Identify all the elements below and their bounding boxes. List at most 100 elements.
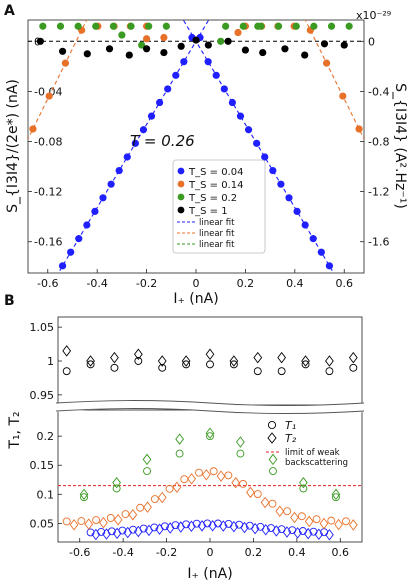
plot-b-lower-y-tick-label: 0.15 xyxy=(30,459,55,472)
point-ts004 xyxy=(83,221,91,229)
point-ts014 xyxy=(322,59,331,67)
plot-a-points xyxy=(29,22,363,270)
point-ts004 xyxy=(58,262,67,270)
t2-point-ts1 xyxy=(229,355,239,367)
point-ts004 xyxy=(293,207,301,216)
t1-point-ts014 xyxy=(62,517,71,526)
t2-point-ts1 xyxy=(325,355,334,367)
t2-point-ts004 xyxy=(240,521,249,534)
point-near-zero xyxy=(254,22,262,30)
legend-limit-label-2: backscattering xyxy=(285,458,348,468)
t1-point-ts1 xyxy=(86,360,95,369)
point-ts004 xyxy=(212,71,220,79)
t2-point-ts014 xyxy=(187,473,196,485)
point-ts004 xyxy=(269,166,277,175)
annotation-t: T = 0.26 xyxy=(130,132,195,150)
t2-point-ts02 xyxy=(205,427,215,440)
t1-point-ts004 xyxy=(160,522,169,531)
point-ts1 xyxy=(36,37,44,45)
plot-b-x-tick-label: 0.6 xyxy=(332,546,350,559)
t2-point-ts02 xyxy=(331,488,341,501)
t2-point-ts02 xyxy=(268,453,278,466)
t2-point-ts1 xyxy=(62,345,72,357)
t2-point-ts004 xyxy=(293,527,302,539)
legend-fit-label-green: linear fit xyxy=(199,240,235,250)
plot-a-x-tick-label: 0.4 xyxy=(286,277,304,290)
t1-point-ts1 xyxy=(253,367,262,376)
t1-point-ts02 xyxy=(112,484,121,493)
point-ts004 xyxy=(301,221,309,229)
point-ts004 xyxy=(228,98,236,107)
point-ts02 xyxy=(145,22,153,30)
point-near-zero xyxy=(217,37,225,45)
t2-point-ts014 xyxy=(334,518,343,531)
t2-point-ts014 xyxy=(201,468,211,481)
point-ts02 xyxy=(274,22,283,30)
t1-point-ts014 xyxy=(136,503,145,512)
point-ts004 xyxy=(309,235,317,243)
legend-fit-label-blue: linear fit xyxy=(199,218,235,228)
point-ts004 xyxy=(67,248,75,256)
t2-point-ts014 xyxy=(157,491,167,504)
t1-point-ts004 xyxy=(309,527,318,536)
legend-label-ts1: T_S = 1 xyxy=(188,206,228,217)
t2-point-ts1 xyxy=(348,351,358,364)
point-ts02 xyxy=(56,22,65,30)
t2-point-ts004 xyxy=(102,528,111,540)
t2-point-ts004 xyxy=(187,520,196,533)
t1-point-ts014 xyxy=(150,495,159,503)
legend-marker-ts02 xyxy=(177,193,185,201)
t1-point-ts1 xyxy=(182,360,191,369)
t2-point-ts1 xyxy=(86,355,95,367)
t1-point-ts014 xyxy=(327,516,336,525)
t1-point-ts02 xyxy=(206,432,214,441)
plot-b-x-tick-label: -0.2 xyxy=(156,546,177,559)
t1-point-ts004 xyxy=(139,524,148,533)
legend-marker-t2 xyxy=(267,432,277,444)
plot-a-legend: T_S = 0.04 T_S = 0.14 T_S = 0.2 T_S = 1 … xyxy=(172,159,266,254)
point-ts014 xyxy=(45,92,53,100)
t1-point-ts014 xyxy=(106,513,115,522)
t2-point-ts004 xyxy=(123,526,133,539)
t2-point-ts004 xyxy=(144,524,154,537)
t2-point-ts1 xyxy=(301,355,310,367)
point-ts014 xyxy=(355,125,363,133)
axis-break-fill xyxy=(56,400,364,414)
t1-point-ts014 xyxy=(209,467,218,476)
t1-point-ts004 xyxy=(150,523,159,532)
plot-a-y-tick-label: -0.04 xyxy=(34,85,62,98)
plot-b-upper-y-tick-label: 1 xyxy=(47,355,54,368)
t1-point-ts02 xyxy=(269,467,277,476)
plot-b-lower-y-tick-label: 0.2 xyxy=(37,430,55,443)
point-ts1 xyxy=(192,36,200,44)
point-ts004 xyxy=(317,248,325,256)
point-ts02 xyxy=(109,22,118,30)
t2-point-ts02 xyxy=(142,453,152,466)
plot-b-x-tick-label: -0.4 xyxy=(112,546,133,559)
plot-a-y-tick-right-label: -0.4 xyxy=(368,85,389,98)
t1-point-ts014 xyxy=(224,471,233,480)
t2-point-ts004 xyxy=(218,520,228,532)
t1-point-ts014 xyxy=(342,517,350,526)
point-ts004 xyxy=(164,85,172,93)
point-near-zero xyxy=(160,33,168,42)
point-ts02 xyxy=(39,22,47,30)
t2-point-ts1 xyxy=(110,351,119,364)
t1-point-ts004 xyxy=(203,519,212,528)
t1-point-ts1 xyxy=(277,367,286,376)
t1-point-ts014 xyxy=(312,515,321,524)
point-ts1 xyxy=(281,45,289,53)
t2-point-ts004 xyxy=(197,520,207,532)
t1-point-ts1 xyxy=(62,367,71,376)
point-ts02 xyxy=(92,22,100,30)
t1-point-ts014 xyxy=(165,484,174,493)
point-ts1 xyxy=(160,48,168,57)
t1-point-ts014 xyxy=(239,479,248,488)
t2-point-ts1 xyxy=(205,348,215,360)
plot-b-legend: T₁ T₂ limit of weak backscattering xyxy=(266,419,348,468)
t1-point-ts014 xyxy=(180,475,189,484)
t2-point-ts004 xyxy=(91,528,101,541)
t2-point-ts004 xyxy=(112,527,122,540)
plot-a-y-tick-right-label: -1.6 xyxy=(368,236,389,249)
point-ts014 xyxy=(29,125,37,133)
